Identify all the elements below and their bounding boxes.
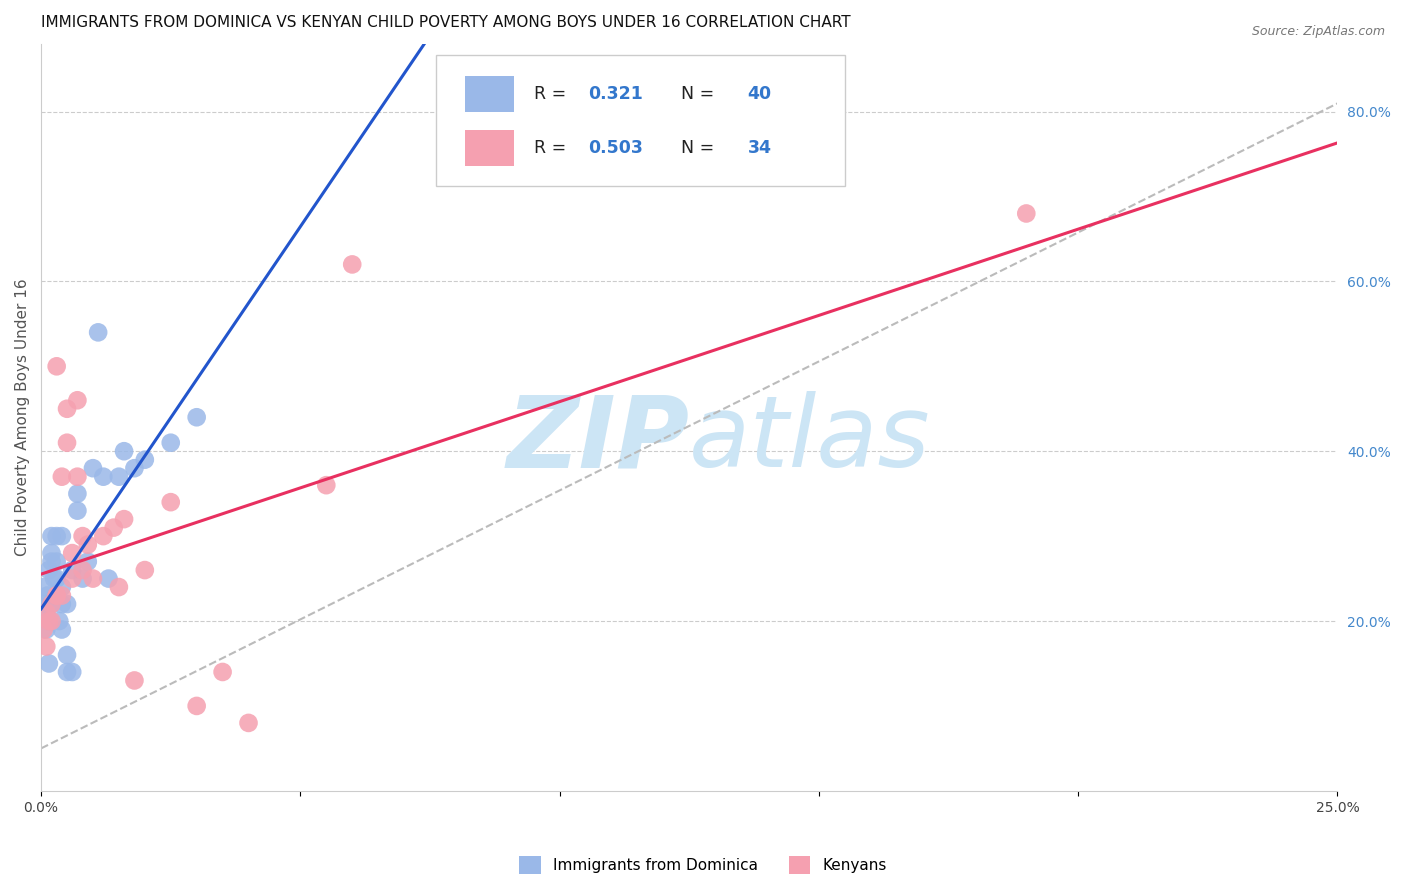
Point — [56, 665, 79, 679]
Point — [45, 555, 67, 569]
Point — [56, 435, 79, 450]
Point — [76, 555, 98, 569]
Point — [60, 665, 83, 679]
FancyBboxPatch shape — [436, 55, 845, 186]
Point — [72, 529, 94, 543]
Point — [1015, 206, 1038, 220]
Point — [38, 563, 60, 577]
Legend: Immigrants from Dominica, Kenyans: Immigrants from Dominica, Kenyans — [513, 850, 893, 880]
Text: N =: N = — [669, 85, 720, 103]
Point — [51, 589, 73, 603]
Point — [238, 715, 260, 730]
Point — [45, 589, 67, 603]
Point — [35, 623, 58, 637]
Point — [211, 665, 233, 679]
Point — [56, 648, 79, 662]
Text: Source: ZipAtlas.com: Source: ZipAtlas.com — [1251, 25, 1385, 38]
Point — [41, 597, 63, 611]
Point — [186, 698, 208, 713]
Point — [51, 529, 73, 543]
Point — [66, 486, 89, 500]
Point — [66, 503, 89, 517]
Point — [35, 640, 58, 654]
Point — [56, 597, 79, 611]
Point — [72, 572, 94, 586]
Point — [45, 572, 67, 586]
Text: R =: R = — [534, 85, 571, 103]
Point — [45, 589, 67, 603]
Text: R =: R = — [534, 139, 571, 157]
Point — [51, 580, 73, 594]
Point — [97, 572, 120, 586]
Point — [34, 597, 56, 611]
Point — [60, 572, 83, 586]
Point — [103, 521, 125, 535]
Text: N =: N = — [669, 139, 720, 157]
Text: 0.503: 0.503 — [588, 139, 643, 157]
Point — [134, 563, 156, 577]
Text: ZIP: ZIP — [506, 392, 689, 488]
Point — [159, 435, 181, 450]
Point — [41, 546, 63, 560]
Text: IMMIGRANTS FROM DOMINICA VS KENYAN CHILD POVERTY AMONG BOYS UNDER 16 CORRELATION: IMMIGRANTS FROM DOMINICA VS KENYAN CHILD… — [41, 15, 851, 30]
Point — [41, 555, 63, 569]
Point — [60, 563, 83, 577]
Point — [108, 580, 131, 594]
Point — [66, 469, 89, 483]
Point — [76, 538, 98, 552]
Point — [82, 572, 104, 586]
Point — [38, 614, 60, 628]
Text: atlas: atlas — [689, 392, 931, 488]
Point — [35, 606, 58, 620]
Point — [51, 623, 73, 637]
Point — [38, 657, 60, 671]
Point — [159, 495, 181, 509]
Point — [48, 614, 70, 628]
Point — [91, 529, 114, 543]
Point — [186, 410, 208, 425]
Y-axis label: Child Poverty Among Boys Under 16: Child Poverty Among Boys Under 16 — [15, 278, 30, 556]
Point — [87, 326, 110, 340]
Point — [41, 614, 63, 628]
Bar — [465, 76, 515, 112]
Point — [91, 469, 114, 483]
Text: 0.321: 0.321 — [588, 85, 643, 103]
Point — [134, 452, 156, 467]
Point — [51, 597, 73, 611]
Point — [45, 359, 67, 374]
Point — [112, 444, 135, 458]
Point — [124, 673, 146, 688]
Point — [42, 572, 65, 586]
Point — [32, 623, 55, 637]
Text: 34: 34 — [748, 139, 772, 157]
Point — [82, 461, 104, 475]
Point — [315, 478, 337, 492]
Point — [56, 401, 79, 416]
Point — [112, 512, 135, 526]
Point — [51, 469, 73, 483]
Point — [41, 597, 63, 611]
Point — [35, 606, 58, 620]
Point — [66, 393, 89, 408]
Point — [108, 469, 131, 483]
Point — [124, 461, 146, 475]
Point — [60, 546, 83, 560]
Point — [37, 589, 59, 603]
Point — [72, 563, 94, 577]
Bar — [465, 130, 515, 166]
Point — [342, 257, 364, 271]
Point — [45, 589, 67, 603]
Text: 40: 40 — [748, 85, 772, 103]
Point — [41, 529, 63, 543]
Point — [32, 580, 55, 594]
Point — [45, 529, 67, 543]
